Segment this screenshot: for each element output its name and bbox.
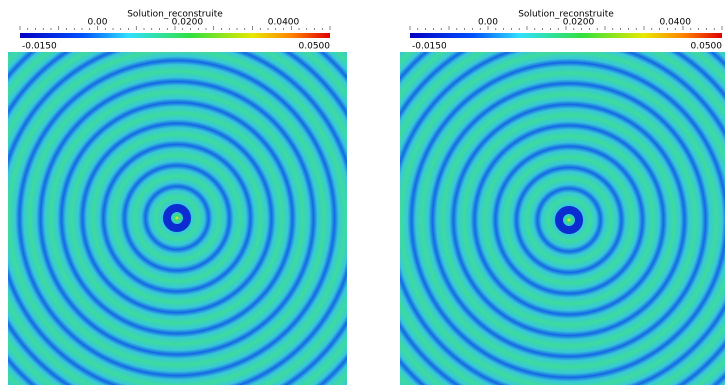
colorbar-min-label: -0.0150	[22, 42, 57, 52]
colorbar-title: Solution_reconstruite	[127, 10, 223, 20]
colorbar-tick-label: 0.0400	[659, 18, 691, 28]
colorbar-max-label: 0.0500	[299, 42, 331, 52]
colorbar-min-label: -0.0150	[412, 42, 447, 52]
center-ring	[555, 206, 583, 234]
center-core	[175, 216, 179, 220]
colorbar-max-label: 0.0500	[691, 42, 723, 52]
colorbar	[410, 33, 722, 38]
panel: Solution_reconstruite 0.00 0.0200 0.0400 -0.…	[8, 10, 347, 385]
colorbar-tick-label: 0.0200	[172, 18, 204, 28]
center-core	[567, 218, 571, 222]
colorbar-title: Solution_reconstruite	[518, 10, 614, 20]
colorbar-tick-label: 0.00	[87, 18, 107, 28]
colorbar-tick-label: 0.0400	[268, 18, 300, 28]
center-ring	[163, 204, 191, 232]
colorbar	[20, 33, 330, 38]
panel: Solution_reconstruite 0.00 0.0200 0.0400 -0.…	[400, 10, 725, 385]
colorbar-tick-label: 0.0200	[563, 18, 595, 28]
colorbar-tick-label: 0.00	[478, 18, 498, 28]
